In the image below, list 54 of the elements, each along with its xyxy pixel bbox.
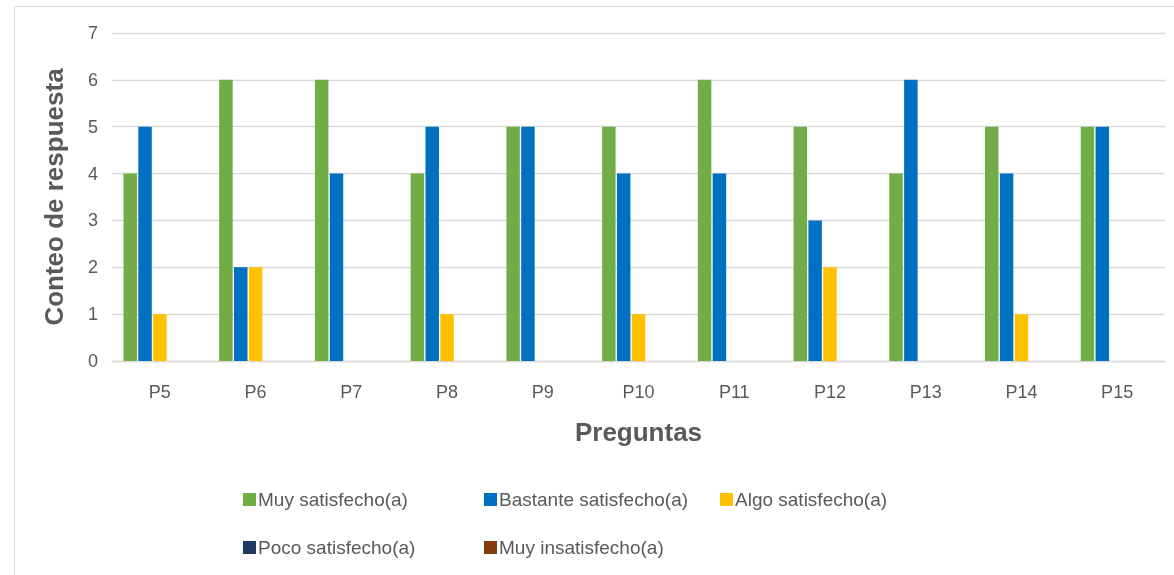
x-axis-title: Preguntas	[574, 417, 703, 447]
bar	[697, 79, 712, 361]
bar	[1095, 126, 1110, 361]
y-tick-label: 6	[87, 69, 98, 90]
x-tick-label: P5	[148, 382, 171, 402]
y-tick-label: 2	[87, 257, 98, 278]
x-tick-label: P13	[909, 382, 942, 402]
x-tick-label: P9	[531, 382, 554, 402]
legend-label: Poco satisfecho(a)	[258, 537, 416, 558]
x-tick-label: P15	[1101, 382, 1134, 402]
bar	[999, 173, 1014, 361]
bar	[234, 267, 248, 361]
bar	[793, 126, 808, 361]
bar	[521, 126, 535, 361]
legend-label: Muy insatisfecho(a)	[499, 537, 664, 558]
bar	[823, 267, 837, 361]
bar	[712, 173, 727, 361]
bar	[153, 314, 167, 361]
bar	[904, 79, 918, 361]
legend-label: Bastante satisfecho(a)	[499, 489, 689, 510]
bar	[314, 79, 329, 361]
x-tick-label: P8	[436, 382, 459, 402]
bar	[138, 126, 152, 361]
bar	[425, 126, 439, 361]
bar	[616, 173, 631, 361]
legend-label: Algo satisfecho(a)	[735, 489, 888, 510]
y-tick-label: 5	[87, 116, 98, 137]
x-tick-label: P6	[244, 382, 267, 402]
bar	[631, 314, 646, 361]
bar	[410, 173, 425, 361]
bar	[602, 126, 616, 361]
bar	[889, 173, 903, 361]
bar	[1014, 314, 1029, 361]
x-tick-label: P11	[718, 382, 750, 402]
x-tick-label: P7	[340, 382, 363, 402]
x-tick-label: P14	[1005, 382, 1038, 402]
bar	[329, 173, 344, 361]
bar	[506, 126, 520, 361]
y-tick-label: 7	[87, 23, 98, 43]
bar	[808, 220, 822, 361]
bar	[123, 173, 137, 361]
bar	[248, 267, 263, 361]
bar	[440, 314, 454, 361]
y-axis-title: Conteo de respuesta	[39, 67, 69, 326]
y-tick-label: 3	[87, 210, 98, 231]
y-tick-label: 0	[87, 351, 98, 371]
bar	[1080, 126, 1095, 361]
y-tick-label: 1	[87, 304, 98, 325]
x-tick-label: P12	[813, 382, 846, 402]
x-tick-label: P10	[622, 382, 655, 402]
legend-label: Muy satisfecho(a)	[258, 489, 408, 510]
bar	[219, 79, 233, 361]
bar	[985, 126, 999, 361]
y-tick-label: 4	[87, 163, 98, 184]
